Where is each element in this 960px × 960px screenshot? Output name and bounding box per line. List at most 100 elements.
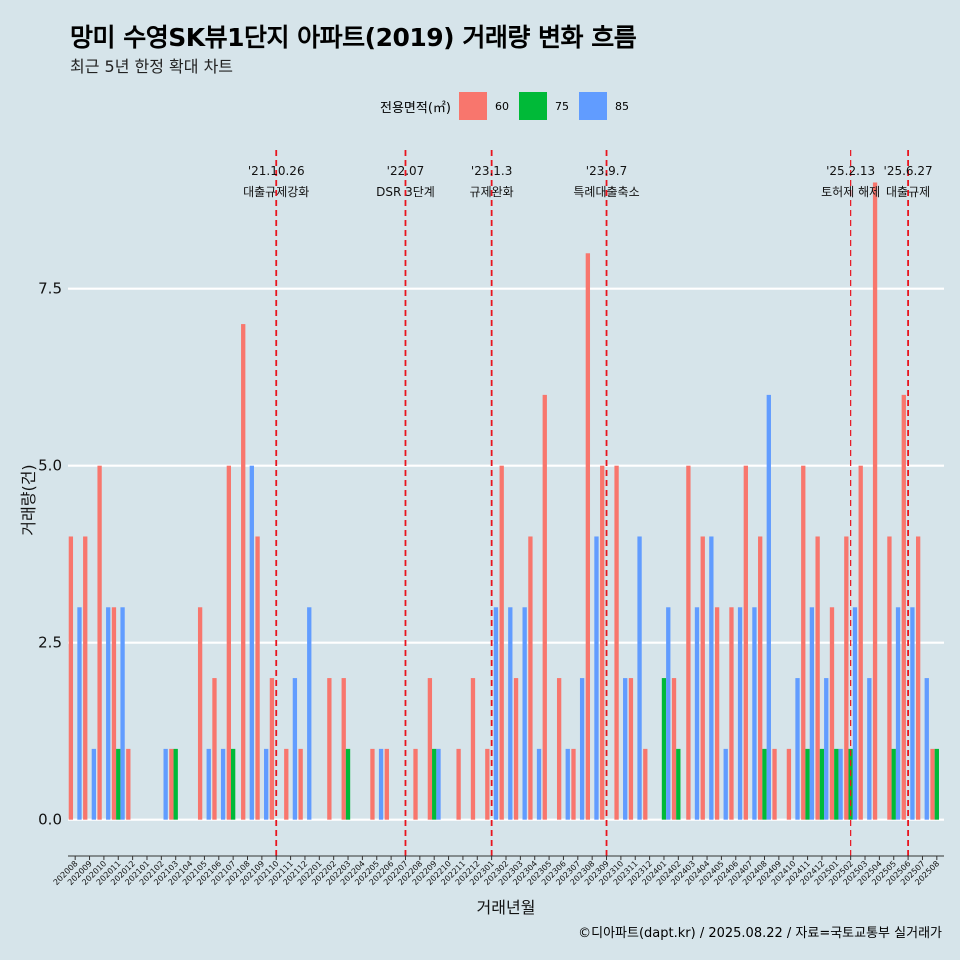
bar-85-202505 — [895, 607, 901, 820]
y-tick-label: 2.5 — [38, 634, 62, 652]
bar-60-202304 — [528, 536, 533, 820]
bar-75-202401 — [661, 678, 667, 820]
bar-85-202109 — [264, 748, 269, 820]
bar-60-202211 — [456, 748, 461, 820]
event-date: '25.6.27 — [884, 164, 933, 178]
event-date: '23.1.3 — [471, 164, 512, 178]
bar-60-202505 — [887, 536, 892, 820]
bar-60-202205 — [370, 748, 375, 820]
y-tick-label: 7.5 — [38, 280, 62, 298]
bar-85-202412 — [824, 678, 829, 820]
bar-75-202402 — [676, 748, 681, 820]
bar-85-202503 — [867, 678, 872, 820]
event-markers: '21.10.26 대출규제강화 '22.07 DSR 3단계 '23.1.3 규제완화 '… — [243, 150, 933, 856]
bar-85-202307 — [579, 678, 585, 820]
bar-60-202310 — [614, 465, 619, 820]
bar-85-202506 — [910, 607, 915, 820]
bar-85-202311 — [637, 536, 642, 820]
bar-85-202112 — [307, 607, 312, 820]
legend-title: 전용면적(㎡) — [380, 100, 451, 116]
bar-60-202501 — [829, 607, 835, 820]
bar-60-202011 — [111, 607, 117, 820]
bar-60-202106 — [212, 678, 217, 820]
bar-60-202407 — [743, 465, 748, 820]
bar-85-202304 — [536, 748, 542, 820]
bar-60-202308 — [585, 253, 591, 820]
bar-60-202403 — [686, 465, 691, 820]
bar-60-202009 — [83, 536, 88, 820]
y-tick-label: 5.0 — [38, 457, 62, 475]
bar-85-202411 — [809, 607, 815, 820]
bar-60-202010 — [97, 465, 102, 820]
bar-85-202111 — [292, 678, 298, 820]
bar-85-202308 — [594, 536, 599, 820]
bar-75-202505 — [891, 748, 896, 820]
bar-60-202209 — [427, 678, 433, 820]
bar-85-202408 — [766, 394, 771, 820]
bar-60-202410 — [786, 748, 792, 820]
bar-85-202405 — [723, 748, 728, 820]
bar-60-202408 — [758, 536, 763, 820]
bar-60-202109 — [255, 536, 260, 820]
bar-60-202111 — [284, 748, 289, 820]
bar-60-202311 — [628, 678, 634, 820]
bar-85-202106 — [220, 748, 226, 820]
bar-85-202301 — [493, 607, 499, 820]
bar-60-202110 — [269, 678, 275, 820]
event-date: '22.07 — [387, 164, 425, 178]
y-tick-label: 0.0 — [38, 811, 62, 829]
bar-85-202008 — [77, 607, 82, 820]
bar-60-202107 — [226, 465, 231, 820]
legend: 전용면적(㎡) 60 75 85 — [380, 92, 639, 120]
bar-85-202507 — [924, 678, 929, 820]
bar-85-202401 — [666, 607, 671, 820]
bar-85-202205 — [378, 748, 384, 820]
event-label: 토허제 해제 — [821, 185, 880, 199]
bar-85-202209 — [436, 748, 441, 820]
bar-60-202503 — [858, 465, 863, 820]
bar-75-202209 — [432, 748, 437, 820]
bar-75-202412 — [819, 748, 825, 820]
bar-60-202302 — [499, 465, 504, 820]
bar-85-202403 — [694, 607, 700, 820]
bar-60-202502 — [844, 536, 849, 820]
bar-60-202303 — [513, 678, 519, 820]
bar-60-202103 — [169, 748, 174, 820]
event-label: DSR 3단계 — [376, 185, 435, 199]
bar-60-202202 — [327, 678, 332, 820]
bar-60-202507 — [916, 536, 921, 820]
bar-60-202405 — [714, 607, 720, 820]
bar-75-202107 — [230, 748, 236, 820]
x-axis-title: 거래년월 — [477, 898, 536, 917]
legend-item-75: 75 — [518, 92, 569, 120]
bar-60-202212 — [470, 678, 476, 820]
legend-item-60: 60 — [458, 92, 509, 120]
bar-60-202008 — [68, 536, 74, 820]
bar-85-202306 — [565, 748, 570, 820]
bar-60-202105 — [197, 607, 203, 820]
bar-75-202203 — [345, 748, 351, 820]
bar-60-202411 — [801, 465, 806, 820]
bar-60-202108 — [241, 324, 246, 820]
bar-60-202306 — [556, 678, 562, 820]
bar-60-202508 — [930, 748, 935, 820]
legend-key-75 — [518, 92, 547, 120]
bar-60-202309 — [600, 465, 605, 820]
bar-75-202011 — [116, 748, 121, 820]
bar-60-202301 — [485, 748, 490, 820]
bar-85-202404 — [709, 536, 714, 820]
bar-60-202506 — [901, 394, 906, 820]
bar-85-202105 — [206, 748, 211, 820]
bar-60-202112 — [298, 748, 303, 820]
bar-75-202408 — [762, 748, 767, 820]
event-date: '25.2.13 — [826, 164, 875, 178]
bar-60-202404 — [700, 536, 705, 820]
bar-60-202012 — [126, 748, 131, 820]
bars — [68, 182, 939, 820]
event-label: 규제완화 — [470, 185, 514, 199]
bar-75-202103 — [173, 748, 178, 820]
legend-label-85: 85 — [614, 99, 629, 113]
bar-85-202009 — [91, 748, 97, 820]
bar-85-202410 — [795, 678, 800, 820]
